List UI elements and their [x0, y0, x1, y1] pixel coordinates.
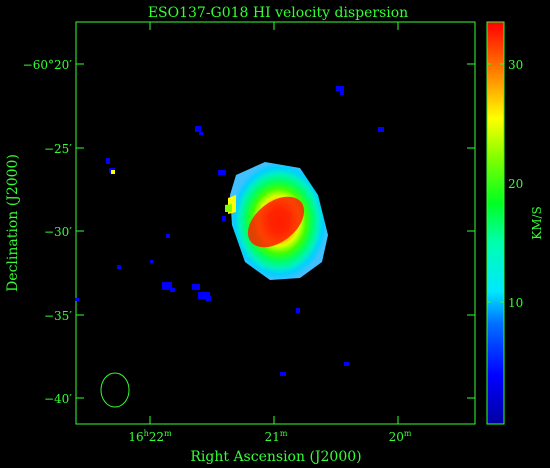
colorbar-tick-label: 20	[508, 177, 523, 191]
y-tick-label: −30′	[44, 225, 72, 239]
y-tick-label: −25′	[44, 142, 72, 156]
colorbar-tick-label: 10	[508, 296, 523, 310]
x-axis-label: Right Ascension (J2000)	[190, 449, 361, 465]
y-tick-label: −60°20′	[23, 58, 73, 72]
x-tick-label-16h22m: 16h22m	[128, 429, 172, 444]
galaxy-hi-map	[225, 162, 328, 280]
colorbar-ticks	[487, 63, 504, 303]
galaxy-core	[247, 196, 305, 248]
colorbar-tick-label: 30	[508, 58, 523, 72]
y-tick-labels: −60°20′ −25′ −30′ −35′ −40′	[23, 58, 73, 406]
colorbar-label: KM/S	[530, 206, 544, 240]
x-tick-label-21m: 21m	[265, 429, 288, 444]
noise-pixel-bright	[111, 170, 115, 174]
y-tick-label: −35′	[44, 309, 72, 323]
colorbar: 10 20 30 KM/S	[486, 21, 544, 425]
axis-ticks	[76, 22, 475, 424]
y-tick-label: −40′	[44, 392, 72, 406]
chart-title: ESO137-G018 HI velocity dispersion	[148, 5, 408, 21]
x-tick-label-20m: 20m	[389, 429, 412, 444]
y-axis-label: Declination (J2000)	[5, 154, 21, 292]
beam-ellipse	[100, 372, 130, 408]
x-tick-labels: 16h22m 21m 20m	[128, 429, 412, 444]
colorbar-gradient	[486, 21, 505, 425]
